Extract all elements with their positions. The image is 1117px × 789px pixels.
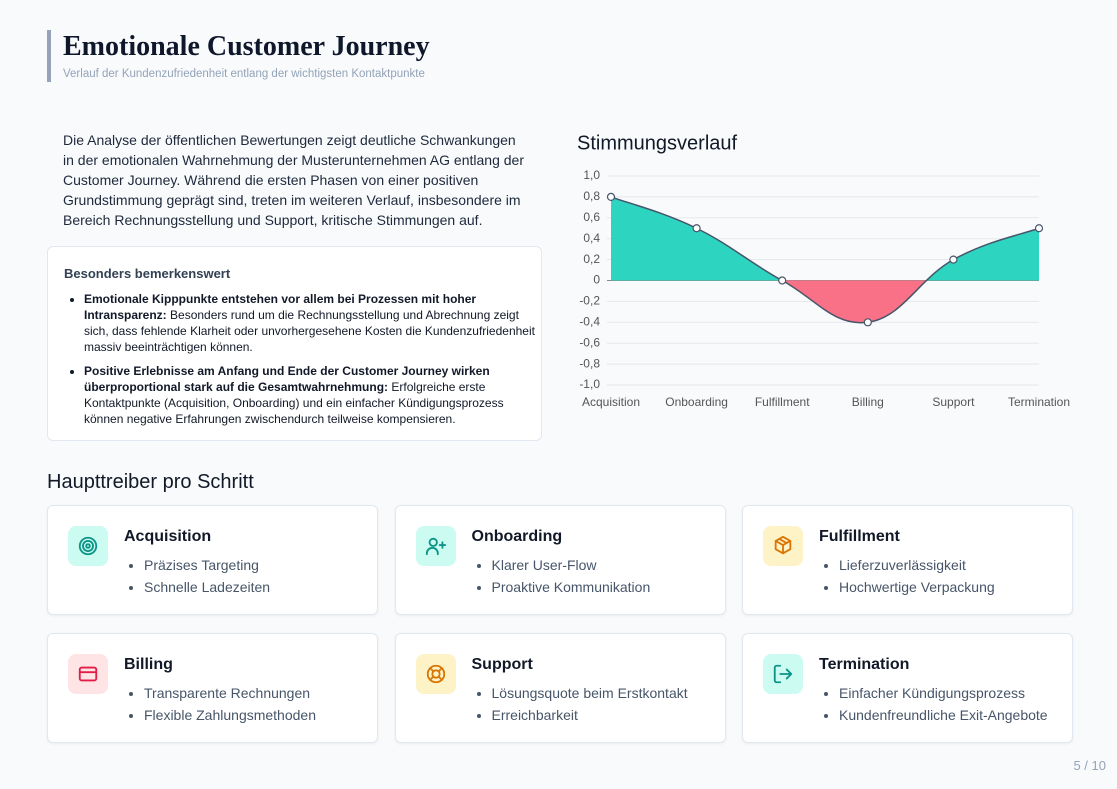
icon [78, 536, 98, 556]
section-title: Haupttreiber pro Schritt [47, 471, 254, 493]
card-point: Kundenfreundliche Exit-Angebote [839, 704, 1048, 726]
y-tick-label: -0,6 [579, 335, 600, 349]
y-tick-label: 0,2 [583, 252, 600, 266]
card-list: Klarer User-FlowProaktive Kommunikation [472, 554, 651, 598]
point [1034, 224, 1044, 233]
card-point: Erreichbarkeit [492, 704, 688, 726]
point [863, 318, 872, 327]
driver-card: Billing Transparente RechnungenFlexible Z… [47, 633, 378, 743]
x-tick-label: Support [932, 395, 975, 409]
item-lead: Emotionale Kipppunkte entstehen vor alle… [84, 292, 477, 322]
card-point: Einfacher Kündigungsprozess [839, 682, 1048, 704]
intro-text: Die Analyse der öffentlichen Bewertungen… [63, 132, 524, 228]
area-negative [611, 280, 1039, 323]
card-list: LieferzuverlässigkeitHochwertige Verpack… [819, 554, 995, 598]
card-point: Proaktive Kommunikation [492, 576, 651, 598]
card-point: Klarer User-Flow [492, 554, 651, 576]
driver-card: Support Lösungsquote beim ErstkontaktErre… [394, 633, 726, 743]
line [610, 196, 1040, 324]
chart: Stimmungsverlauf -1,0 -0,8 -0,6 -0,4 -0,2 0 0,… [577, 132, 1070, 409]
card-title: Acquisition [124, 528, 212, 545]
chart-title: Stimmungsverlauf [577, 132, 738, 154]
y-tick-label: -1,0 [579, 377, 600, 391]
point [949, 255, 958, 264]
card-point: Hochwertige Verpackung [839, 576, 995, 598]
highlight-box: Besonders bemerkenswert Emotionale Kippp… [47, 246, 542, 441]
icon [773, 664, 793, 684]
driver-card: Fulfillment LieferzuverlässigkeitHochwert… [742, 505, 1073, 615]
card-icon [763, 526, 803, 566]
page-number: 5 / 10 [1073, 758, 1106, 773]
highlight-list: Emotionale Kipppunkte entstehen vor alle… [64, 291, 544, 435]
card-point: Lieferzuverlässigkeit [839, 554, 995, 576]
card-title: Termination [819, 656, 910, 673]
icon [78, 666, 98, 682]
driver-card: Acquisition Präzises TargetingSchnelle La… [47, 505, 378, 615]
card-title: Billing [124, 656, 173, 673]
item-text: Besonders rund um die Rechnungsstellung … [84, 308, 535, 354]
point [778, 276, 787, 285]
y-tick-label: 1,0 [583, 168, 600, 182]
highlight-item: Emotionale Kipppunkte entstehen vor alle… [84, 291, 544, 355]
x-tick-label: Fulfillment [755, 395, 810, 409]
card-title: Onboarding [471, 528, 563, 545]
x-tick-label: Billing [852, 395, 884, 409]
card-icon [68, 654, 108, 694]
y-tick-label: 0,4 [583, 231, 600, 245]
area-positive [611, 196, 1039, 281]
driver-card: Termination Einfacher KündigungsprozessKu… [742, 633, 1073, 743]
icon [774, 535, 792, 555]
slide-title: Emotionale Customer Journey [63, 31, 430, 62]
card-icon [763, 654, 803, 694]
y-tick-label: 0,8 [583, 189, 600, 203]
card-title: Support [471, 656, 533, 673]
highlight-title: Besonders bemerkenswert [64, 266, 231, 281]
card-title: Fulfillment [819, 528, 900, 545]
point [692, 224, 701, 233]
card-point: Transparente Rechnungen [144, 682, 316, 704]
icon [425, 537, 446, 556]
y-tick-label: 0,6 [583, 210, 600, 224]
card-point: Präzises Targeting [144, 554, 270, 576]
icon [426, 664, 445, 684]
card-point: Lösungsquote beim Erstkontakt [492, 682, 688, 704]
card-list: Präzises TargetingSchnelle Ladezeiten [124, 554, 270, 598]
card-list: Transparente RechnungenFlexible Zahlungs… [124, 682, 316, 726]
y-tick-label: -0,4 [579, 314, 600, 328]
card-icon [415, 526, 456, 566]
highlight-item: Positive Erlebnisse am Anfang und Ende d… [84, 363, 544, 427]
card-point: Schnelle Ladezeiten [144, 576, 270, 598]
header-bar [47, 30, 51, 82]
x-tick-label: Termination [1008, 395, 1070, 409]
card-list: Einfacher KündigungsprozessKundenfreundl… [819, 682, 1048, 726]
slide-subtitle: Verlauf der Kundenzufriedenheit entlang … [63, 68, 425, 80]
x-tick-label: Onboarding [665, 395, 728, 409]
card-list: Lösungsquote beim ErstkontaktErreichbark… [472, 682, 688, 726]
point [606, 192, 616, 202]
driver-card: Onboarding Klarer User-FlowProaktive Komm… [394, 505, 726, 615]
y-tick-label: -0,2 [579, 294, 600, 308]
y-tick-label: 0 [593, 273, 600, 287]
x-tick-label: Acquisition [582, 395, 640, 409]
card-point: Flexible Zahlungsmethoden [144, 704, 316, 726]
y-tick-label: -0,8 [579, 356, 600, 370]
item-lead: Positive Erlebnisse am Anfang und Ende d… [84, 364, 490, 394]
card-icon [68, 526, 108, 566]
card-icon [415, 654, 456, 694]
item-text: Erfolgreiche erste Kontaktpunkte (Acquis… [84, 380, 504, 426]
